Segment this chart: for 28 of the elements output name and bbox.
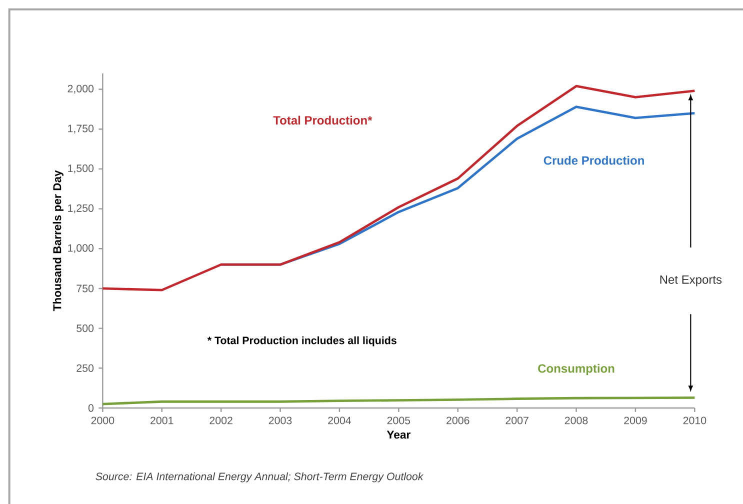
y-tick-label: 0 — [88, 404, 94, 412]
x-tick-label: 2004 — [328, 416, 352, 424]
y-tick-label: 2,000 — [68, 84, 94, 94]
y-tick-label: 750 — [76, 284, 94, 292]
x-tick-label: 2002 — [210, 416, 232, 424]
x-axis-title: Year — [386, 430, 410, 439]
x-tick-label: 2008 — [564, 416, 588, 424]
y-axis-title: Thousand Barrels per Day — [52, 170, 64, 312]
y-tick-label: 1,000 — [68, 244, 94, 254]
x-tick-label: 2003 — [268, 416, 292, 424]
x-tick-label: 2007 — [506, 416, 528, 424]
annotation: Net Exports — [660, 275, 722, 286]
annotation: * Total Production includes all liquids — [207, 336, 396, 346]
y-tick-label: 250 — [76, 364, 94, 372]
x-tick-label: 2005 — [387, 416, 410, 424]
text: Crude Production — [544, 156, 644, 165]
x-tick-label: 2009 — [624, 416, 647, 424]
y-tick-label: 1,250 — [68, 204, 94, 214]
x-tick-label: 2000 — [91, 416, 114, 424]
x-tick-label: 2001 — [150, 416, 174, 424]
text: Total Production* — [273, 116, 372, 125]
series-label: Consumption — [538, 364, 614, 376]
x-tick-label: 2010 — [683, 416, 706, 424]
source-note: Source: EIA International Energy Annual; Short-Term Energy Outlook — [96, 472, 424, 482]
y-tick-label: 500 — [76, 324, 94, 332]
y-tick-label: 1,750 — [68, 124, 94, 134]
y-tick-label: 1,500 — [68, 164, 94, 174]
x-tick-label: 2006 — [446, 416, 470, 424]
